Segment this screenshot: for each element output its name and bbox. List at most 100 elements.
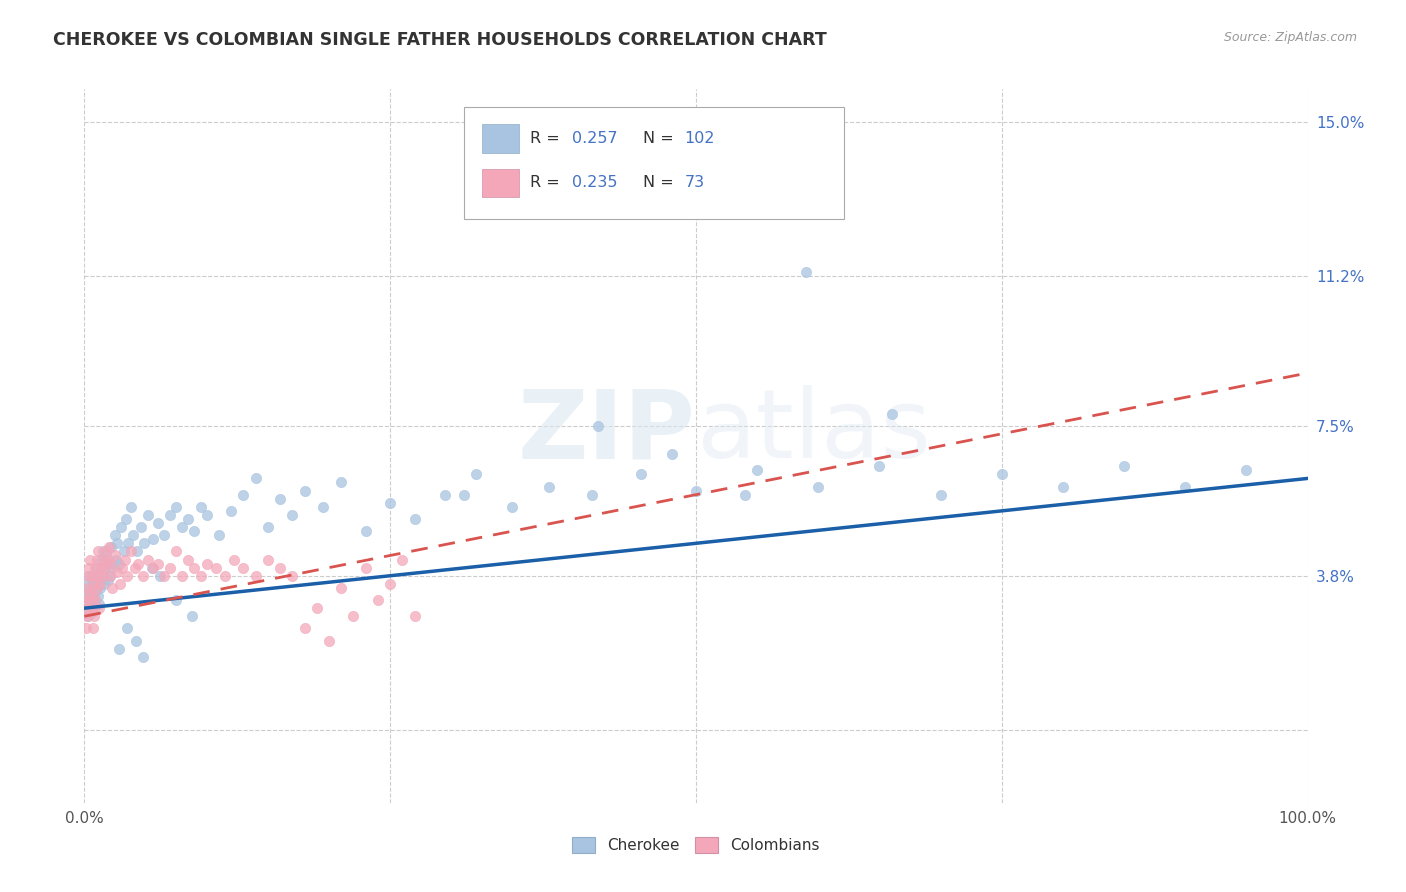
Point [96,549,118,563]
Point [105,552,128,566]
Point [84,560,107,574]
Text: N =: N = [643,176,679,190]
Point [177,512,200,526]
Point [318,633,340,648]
Point [195,508,218,522]
Point [100,557,122,571]
Point [142,560,165,574]
Text: ZIP: ZIP [517,385,696,478]
Point [77,593,100,607]
Point [90,560,112,574]
Point [97,552,120,566]
Point [93,577,115,591]
Point [86,581,108,595]
Point [734,488,756,502]
Point [101,560,124,574]
Point [77,568,100,582]
Point [380,577,402,591]
Point [214,568,236,582]
Point [312,500,335,514]
Point [117,536,139,550]
Text: CHEROKEE VS COLOMBIAN SINGLE FATHER HOUSEHOLDS CORRELATION CHART: CHEROKEE VS COLOMBIAN SINGLE FATHER HOUS… [53,31,827,49]
Point [134,536,156,550]
Text: Source: ZipAtlas.com: Source: ZipAtlas.com [1223,31,1357,45]
Point [79,585,101,599]
Point [87,601,110,615]
Point [115,622,138,636]
Point [94,560,117,574]
Point [807,479,830,493]
Text: 0.257: 0.257 [572,131,617,145]
Point [127,557,149,571]
Point [183,560,205,574]
Point [83,609,105,624]
Point [84,593,107,607]
Point [159,560,181,574]
Point [94,560,117,574]
Text: 102: 102 [685,131,716,145]
Point [177,552,200,566]
Point [404,609,426,624]
Point [330,475,353,490]
Point [91,568,114,582]
Point [434,488,457,502]
Text: R =: R = [530,131,565,145]
Point [79,552,101,566]
Point [190,568,212,582]
Point [83,577,105,591]
Point [159,508,181,522]
Point [80,605,103,619]
Point [404,512,426,526]
Point [453,488,475,502]
Point [97,573,120,587]
Point [245,471,267,485]
Point [77,601,100,615]
Point [1236,463,1258,477]
Point [82,589,104,603]
Point [232,560,254,574]
Point [1114,459,1136,474]
Point [75,622,97,636]
Point [104,528,127,542]
Point [1174,479,1197,493]
Point [257,552,280,566]
Point [132,649,155,664]
Point [87,597,110,611]
Point [330,581,353,595]
Text: 73: 73 [685,176,704,190]
Point [87,544,110,558]
Point [120,500,142,514]
Point [80,601,103,615]
Text: atlas: atlas [696,385,931,478]
Point [107,557,129,571]
Point [76,609,98,624]
Point [87,568,110,582]
Point [114,552,136,566]
Point [76,577,98,591]
Point [120,544,142,558]
Text: R =: R = [530,176,565,190]
Point [991,467,1014,482]
Point [354,524,377,538]
Point [794,265,817,279]
Point [125,544,148,558]
Point [245,568,267,582]
Point [1052,479,1074,493]
Point [108,577,131,591]
Point [91,568,114,582]
Point [165,593,187,607]
Point [77,593,100,607]
Point [105,536,128,550]
Point [91,544,114,558]
Point [97,557,120,571]
Point [75,593,97,607]
Point [82,589,104,603]
Point [82,597,104,611]
Point [111,560,134,574]
Point [132,568,155,582]
Point [281,568,304,582]
Point [105,565,128,579]
Point [581,488,603,502]
Point [136,552,159,566]
Point [172,520,194,534]
